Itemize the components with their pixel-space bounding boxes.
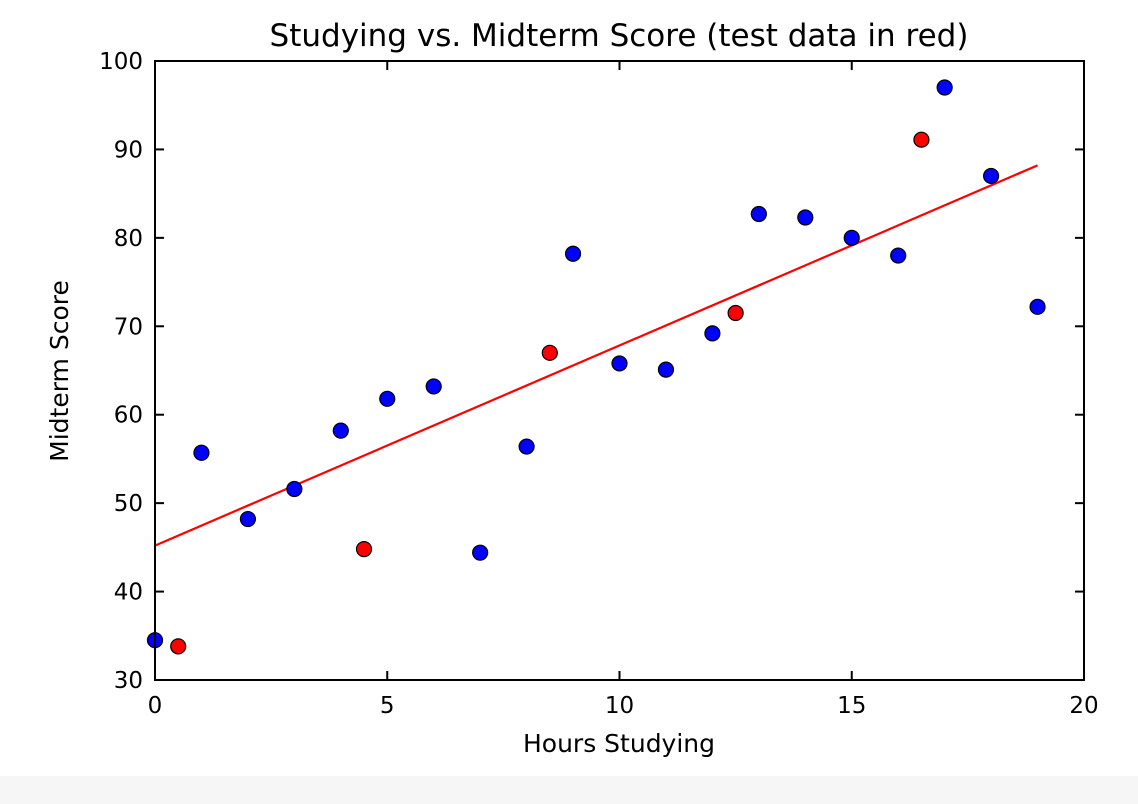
x-tick-label: 5 — [380, 693, 395, 719]
y-tick-label: 80 — [114, 226, 143, 252]
training-data-point — [843, 229, 860, 246]
x-tick-label: 20 — [1069, 693, 1098, 719]
test-data-point — [541, 344, 558, 361]
axis-ticks: 0 5 10 15 20 30 40 50 60 70 80 90 100 — [99, 49, 1099, 719]
training-data-point — [657, 361, 675, 378]
test-data-point — [170, 638, 187, 655]
training-data-point — [193, 444, 210, 461]
fit-line-layer — [154, 164, 1038, 547]
plot-area-frame — [154, 60, 1085, 681]
bottom-band — [0, 776, 1138, 804]
fit-line — [154, 164, 1038, 547]
x-tick-label: 0 — [148, 693, 163, 719]
data-points — [146, 79, 1046, 655]
training-data-point — [286, 480, 303, 498]
x-axis-label: Hours Studying — [523, 729, 715, 758]
training-data-point — [890, 247, 907, 264]
training-data-point — [239, 510, 256, 528]
y-tick-label: 50 — [114, 491, 143, 517]
training-data-point — [1029, 298, 1046, 315]
y-tick-label: 70 — [114, 314, 143, 340]
training-data-point — [518, 438, 535, 455]
training-data-point — [982, 167, 1000, 185]
y-tick-label: 100 — [99, 49, 143, 75]
y-tick-label: 60 — [114, 403, 143, 429]
training-data-point — [472, 544, 489, 561]
training-data-point — [797, 209, 814, 226]
training-data-point — [750, 205, 767, 223]
training-data-point — [379, 390, 396, 407]
training-data-point — [936, 79, 953, 96]
scatter-chart: Studying vs. Midterm Score (test data in… — [45, 18, 1099, 758]
training-data-point — [425, 378, 442, 395]
x-tick-label: 10 — [605, 693, 634, 719]
training-data-point — [564, 245, 582, 262]
x-tick-label: 15 — [837, 693, 866, 719]
y-tick-label: 40 — [114, 580, 143, 606]
y-axis-label: Midterm Score — [45, 280, 74, 462]
chart-title: Studying vs. Midterm Score (test data in… — [270, 18, 969, 54]
test-data-point — [913, 131, 930, 148]
test-data-point — [727, 304, 744, 322]
training-data-point — [611, 355, 628, 372]
training-data-point — [704, 325, 721, 342]
test-data-point — [355, 541, 373, 558]
y-tick-label: 90 — [114, 137, 143, 163]
y-tick-label: 30 — [114, 668, 143, 694]
training-data-point — [332, 422, 349, 439]
